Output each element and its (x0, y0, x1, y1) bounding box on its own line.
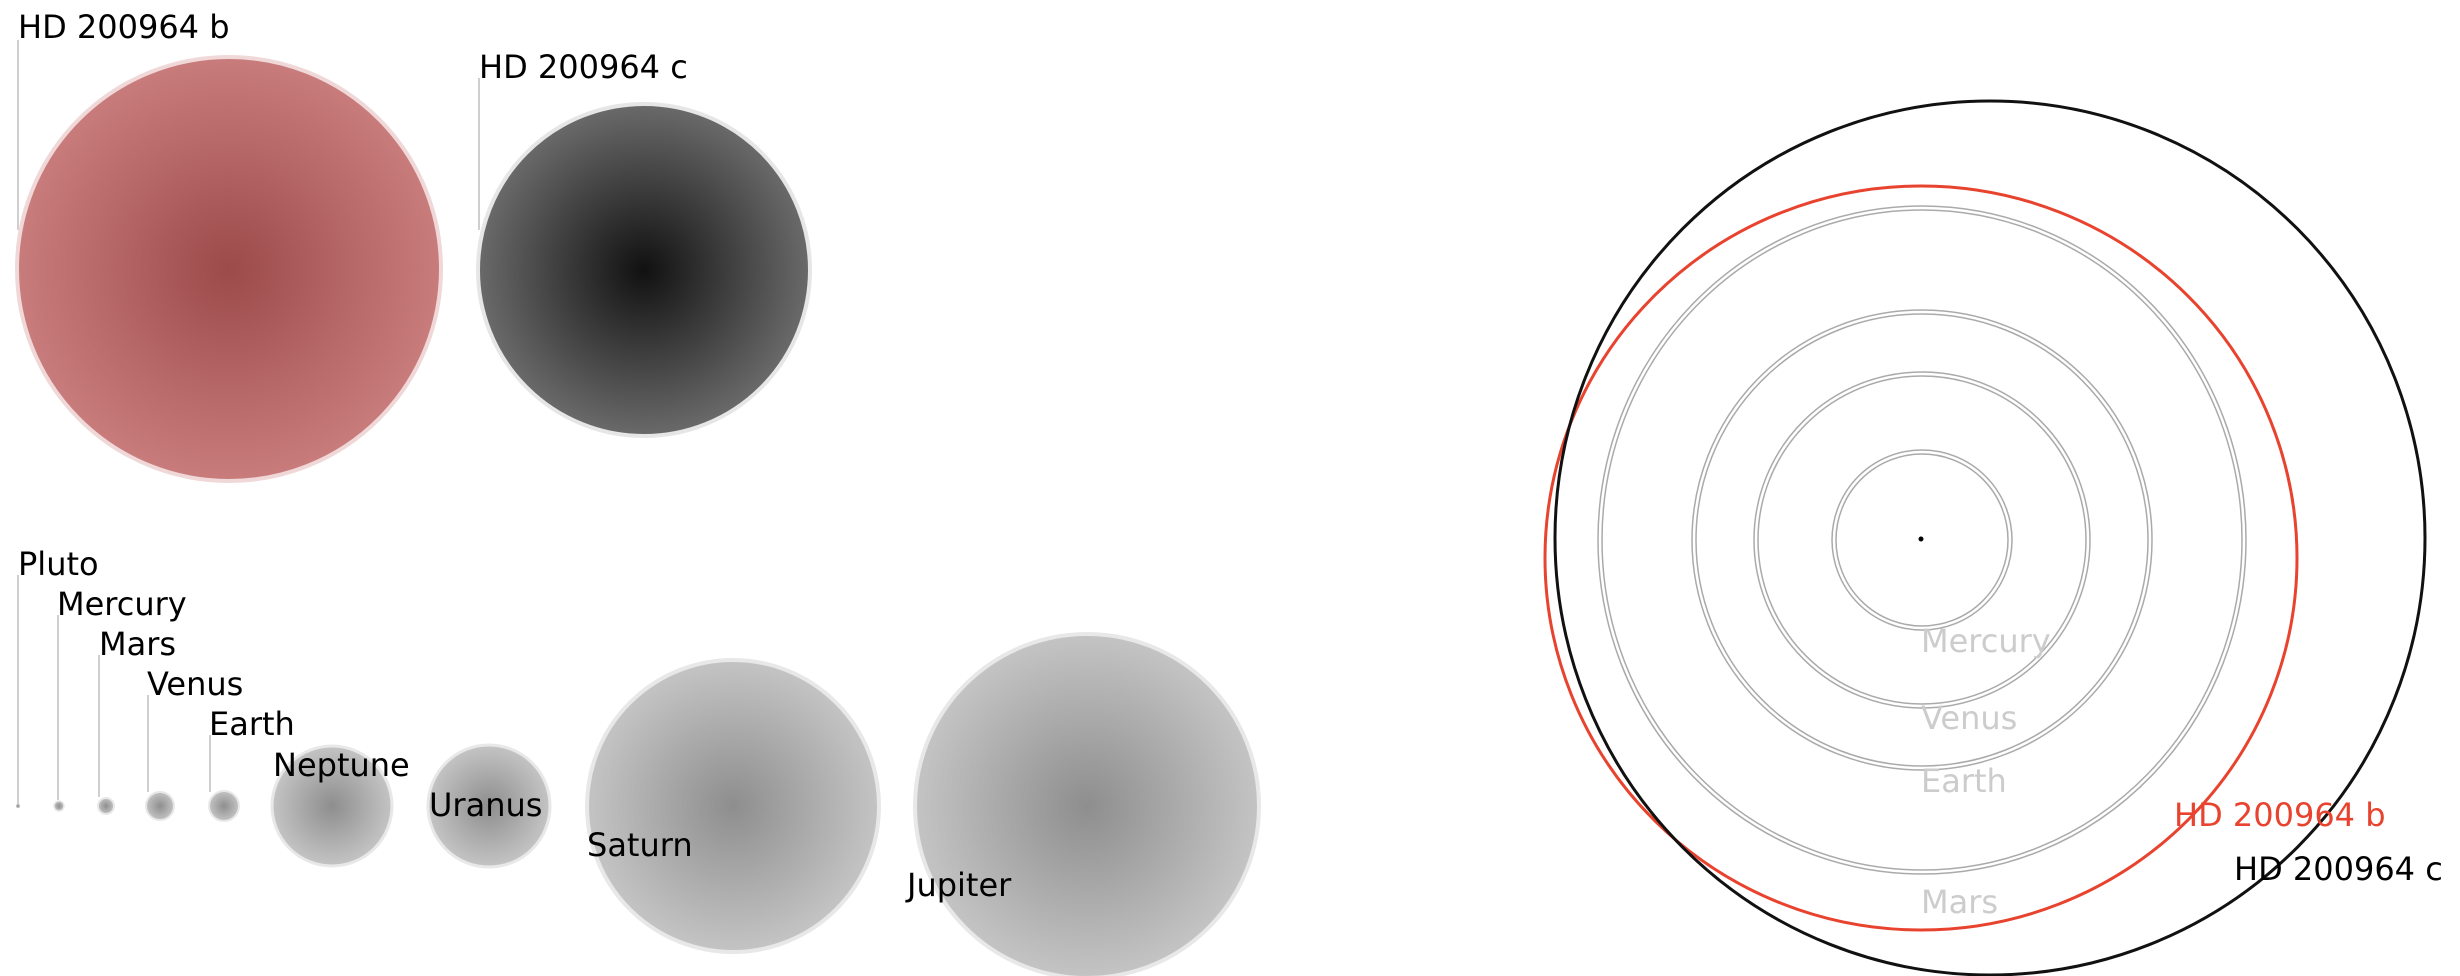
planet-uranus (426, 743, 552, 869)
orbit-label-mercury: Mercury (1921, 622, 2051, 660)
planet-mars (97, 797, 115, 815)
label-earth: Earth (209, 705, 295, 743)
label-pluto: Pluto (18, 545, 99, 583)
exoplanet-group: HD 200964 b HD 200964 c (15, 8, 812, 483)
orbit-hd200964c (1553, 99, 2427, 976)
orbit-venus (1753, 371, 2091, 709)
label-neptune: Neptune (273, 746, 410, 784)
planet-neptune (270, 744, 394, 868)
label-uranus: Uranus (429, 786, 542, 824)
label-mars: Mars (99, 625, 176, 663)
orbit-earth (1691, 309, 2153, 771)
orbit-label-earth: Earth (1921, 762, 2007, 800)
central-star (1918, 536, 1924, 542)
orbit-diagram: Mercury Venus Earth Mars HD 200964 b HD … (1543, 99, 2443, 976)
orbit-label-hd200964b: HD 200964 b (2174, 796, 2386, 834)
planet-hd200964c (476, 102, 812, 438)
label-hd200964b: HD 200964 b (18, 8, 230, 46)
label-venus: Venus (147, 665, 243, 703)
planet-saturn (585, 658, 881, 954)
label-saturn: Saturn (587, 826, 693, 864)
orbit-hd200964b (1543, 184, 2299, 932)
solar-system-group: Pluto Mercury Mars Venus Earth Neptune U… (16, 545, 1261, 976)
orbit-label-hd200964c: HD 200964 c (2234, 850, 2443, 888)
planet-jupiter (913, 632, 1261, 976)
planet-earth (208, 790, 240, 822)
label-hd200964c: HD 200964 c (479, 48, 688, 86)
orbit-mars (1597, 205, 2247, 875)
label-mercury: Mercury (57, 585, 187, 623)
orbit-mercury (1831, 449, 2013, 631)
orbit-label-mars: Mars (1921, 883, 1998, 921)
label-jupiter: Jupiter (905, 866, 1012, 904)
orbit-label-venus: Venus (1921, 699, 2017, 737)
planet-hd200964b (15, 55, 443, 483)
planet-mercury (53, 800, 65, 812)
planet-venus (145, 791, 175, 821)
planet-pluto (16, 804, 20, 808)
